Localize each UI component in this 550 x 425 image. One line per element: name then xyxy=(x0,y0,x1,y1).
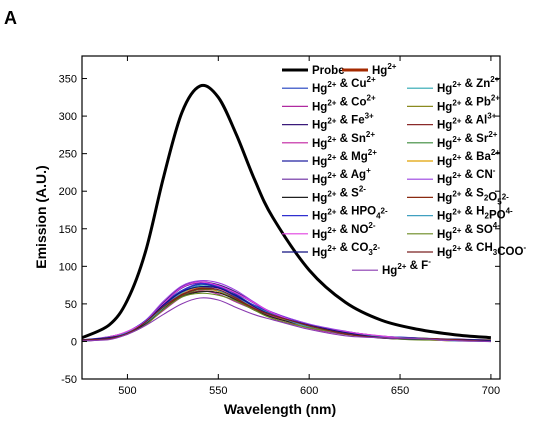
curves-layer xyxy=(81,83,492,343)
x-tick-label-4: 700 xyxy=(482,385,500,397)
y-tick-label-3: 100 xyxy=(59,261,77,273)
series-line-18 xyxy=(81,281,491,342)
series-line-9 xyxy=(81,288,491,343)
series-line-5 xyxy=(81,286,491,343)
legend-label-22: Hg2+ & F- xyxy=(382,257,431,277)
legend-label-17: Hg2+ & H2PO4- xyxy=(437,206,513,223)
x-tick-label-1: 550 xyxy=(209,385,227,397)
legend-label-11: Hg2+ & Ba2+ xyxy=(437,148,500,168)
legend-label-15: Hg2+ & S2O52- xyxy=(437,187,509,206)
legend-label-3: Hg2+ & Zn2+ xyxy=(437,75,500,95)
legend-label-21: Hg2+ & CH3COO- xyxy=(437,242,526,259)
legend-label-5: Hg2+ & Pb2+ xyxy=(437,93,500,113)
legend-label-10: Hg2+ & Mg2+ xyxy=(312,148,377,168)
legend-label-14: Hg2+ & S2- xyxy=(312,184,366,204)
legend-label-7: Hg2+ & Al3+ xyxy=(437,112,497,132)
y-tick-label-1: 0 xyxy=(71,336,77,348)
legend-label-6: Hg2+ & Fe3+ xyxy=(312,112,374,132)
series-line-17 xyxy=(81,286,491,343)
legend-label-9: Hg2+ & Sr2+ xyxy=(437,130,498,150)
legend-label-18: Hg2+ & NO2- xyxy=(312,221,376,241)
y-tick-label-8: 350 xyxy=(59,74,77,86)
x-tick-label-0: 500 xyxy=(118,385,136,397)
series-line-probe xyxy=(81,83,492,340)
series-line-15 xyxy=(81,287,491,343)
y-tick-label-7: 300 xyxy=(59,111,77,123)
legend-label-13: Hg2+ & CN- xyxy=(437,166,496,186)
legend-label-1: Hg2+ xyxy=(372,62,397,77)
legend: Probe Hg2+Hg2+ & Cu2+ Hg2+ & Zn2+ Hg2+ & Co… xyxy=(282,62,526,277)
plot-frame xyxy=(81,55,501,380)
series-line-11 xyxy=(81,286,491,343)
panel-label: A xyxy=(4,8,17,28)
legend-label-20: Hg2+ & CO32- xyxy=(312,242,380,259)
axes-layer: 500 550 600 650 700 -50 0 50 100 150 200 250 300 350 xyxy=(59,56,500,397)
y-tick-label-5: 200 xyxy=(59,186,77,198)
legend-label-4: Hg2+ & Co2+ xyxy=(312,93,376,113)
x-tick-label-3: 650 xyxy=(391,385,409,397)
series-line-22 xyxy=(81,297,491,343)
series-line-7 xyxy=(81,290,491,341)
series-line-1 xyxy=(81,288,491,342)
legend-label-19: Hg2+ & SO4- xyxy=(437,221,500,241)
y-axis-title: Emission (A.U.) xyxy=(33,165,49,268)
x-tick-label-2: 600 xyxy=(300,385,318,397)
legend-label-2: Hg2+ & Cu2+ xyxy=(312,75,376,95)
legend-label-0: Probe xyxy=(312,65,345,77)
y-tick-label-2: 50 xyxy=(65,299,77,311)
series-line-3 xyxy=(81,284,491,343)
y-tick-label-6: 250 xyxy=(59,149,77,161)
x-axis-title: Wavelength (nm) xyxy=(224,401,336,417)
legend-label-16: Hg2+ & HPO42- xyxy=(312,206,388,223)
series-line-4 xyxy=(81,290,491,342)
y-tick-label-0: -50 xyxy=(61,374,77,386)
legend-label-8: Hg2+ & Sn2+ xyxy=(312,130,375,150)
series-line-21 xyxy=(81,287,491,343)
series-line-8 xyxy=(81,286,491,342)
series-line-14 xyxy=(81,290,491,342)
legend-label-12: Hg2+ & Ag+ xyxy=(312,166,371,186)
y-tick-label-4: 150 xyxy=(59,224,77,236)
